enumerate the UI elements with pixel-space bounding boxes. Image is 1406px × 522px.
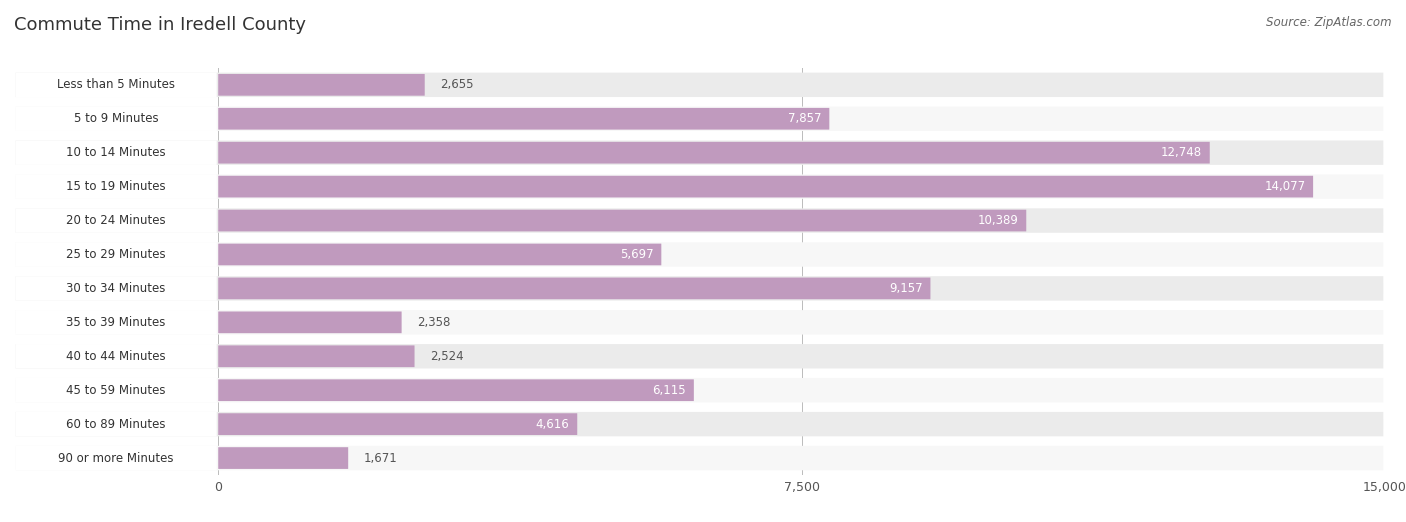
FancyBboxPatch shape (15, 276, 217, 301)
Text: 25 to 29 Minutes: 25 to 29 Minutes (66, 248, 166, 261)
Text: 40 to 44 Minutes: 40 to 44 Minutes (66, 350, 166, 363)
FancyBboxPatch shape (218, 108, 830, 129)
Text: 90 or more Minutes: 90 or more Minutes (59, 452, 174, 465)
Text: 10,389: 10,389 (977, 214, 1018, 227)
FancyBboxPatch shape (15, 412, 1384, 436)
FancyBboxPatch shape (218, 210, 1026, 231)
FancyBboxPatch shape (15, 174, 217, 199)
Text: 45 to 59 Minutes: 45 to 59 Minutes (66, 384, 166, 397)
FancyBboxPatch shape (15, 446, 1384, 470)
FancyBboxPatch shape (15, 310, 217, 335)
Text: 7,857: 7,857 (787, 112, 821, 125)
FancyBboxPatch shape (15, 140, 217, 165)
FancyBboxPatch shape (15, 344, 1384, 369)
FancyBboxPatch shape (15, 140, 1384, 165)
Text: 20 to 24 Minutes: 20 to 24 Minutes (66, 214, 166, 227)
Text: 9,157: 9,157 (889, 282, 922, 295)
Text: 2,524: 2,524 (430, 350, 464, 363)
FancyBboxPatch shape (15, 106, 1384, 131)
FancyBboxPatch shape (218, 278, 931, 299)
FancyBboxPatch shape (218, 312, 402, 333)
Text: 15 to 19 Minutes: 15 to 19 Minutes (66, 180, 166, 193)
FancyBboxPatch shape (15, 412, 217, 436)
FancyBboxPatch shape (218, 346, 415, 367)
FancyBboxPatch shape (15, 344, 217, 369)
Text: 35 to 39 Minutes: 35 to 39 Minutes (66, 316, 166, 329)
Text: 14,077: 14,077 (1264, 180, 1305, 193)
Text: 12,748: 12,748 (1161, 146, 1202, 159)
FancyBboxPatch shape (15, 378, 1384, 402)
FancyBboxPatch shape (15, 73, 1384, 97)
FancyBboxPatch shape (218, 74, 425, 96)
Text: 2,358: 2,358 (418, 316, 450, 329)
FancyBboxPatch shape (15, 378, 217, 402)
Text: 4,616: 4,616 (536, 418, 569, 431)
FancyBboxPatch shape (218, 379, 693, 401)
FancyBboxPatch shape (15, 208, 217, 233)
FancyBboxPatch shape (218, 176, 1313, 197)
FancyBboxPatch shape (218, 413, 578, 435)
FancyBboxPatch shape (15, 276, 1384, 301)
Text: Commute Time in Iredell County: Commute Time in Iredell County (14, 16, 307, 33)
Text: 1,671: 1,671 (364, 452, 398, 465)
FancyBboxPatch shape (218, 244, 661, 265)
FancyBboxPatch shape (15, 310, 1384, 335)
FancyBboxPatch shape (15, 73, 217, 97)
FancyBboxPatch shape (15, 242, 217, 267)
FancyBboxPatch shape (15, 446, 217, 470)
Text: 60 to 89 Minutes: 60 to 89 Minutes (66, 418, 166, 431)
FancyBboxPatch shape (15, 174, 1384, 199)
Text: 30 to 34 Minutes: 30 to 34 Minutes (66, 282, 166, 295)
Text: 10 to 14 Minutes: 10 to 14 Minutes (66, 146, 166, 159)
Text: 5 to 9 Minutes: 5 to 9 Minutes (75, 112, 159, 125)
FancyBboxPatch shape (218, 142, 1209, 163)
FancyBboxPatch shape (218, 447, 349, 469)
FancyBboxPatch shape (15, 242, 1384, 267)
FancyBboxPatch shape (15, 106, 217, 131)
Text: 5,697: 5,697 (620, 248, 654, 261)
Text: Source: ZipAtlas.com: Source: ZipAtlas.com (1267, 16, 1392, 29)
Text: Less than 5 Minutes: Less than 5 Minutes (58, 78, 176, 91)
Text: 6,115: 6,115 (652, 384, 686, 397)
Text: 2,655: 2,655 (440, 78, 474, 91)
FancyBboxPatch shape (15, 208, 1384, 233)
